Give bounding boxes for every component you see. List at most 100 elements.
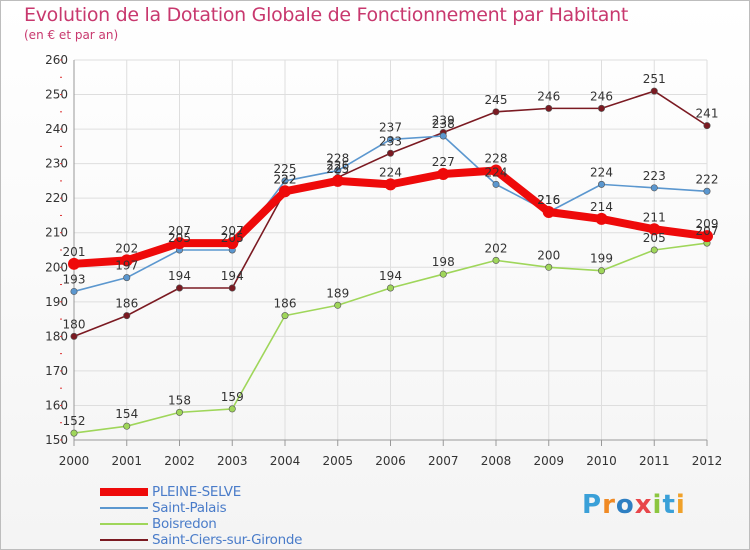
logo-letter: P [582, 490, 603, 520]
data-label-saint-palais: 197 [115, 259, 138, 273]
data-point-boisredon [176, 408, 184, 416]
y-tick-label: 210 [45, 226, 68, 240]
data-point-boisredon [650, 246, 658, 254]
data-label-pleine-selve: 225 [326, 162, 349, 176]
legend-label: Boisredon [152, 516, 217, 532]
legend-item-saint-ciers-sur-gironde: Saint-Ciers-sur-Gironde [100, 532, 302, 548]
data-label-boisredon: 198 [432, 255, 455, 269]
data-label-pleine-selve: 207 [221, 224, 244, 238]
data-label-boisredon: 189 [326, 286, 349, 300]
y-tick-label: 180 [45, 329, 68, 343]
data-label-saint-palais: 205 [221, 231, 244, 245]
y-tick-label: 240 [45, 122, 68, 136]
data-point-boisredon [492, 256, 500, 264]
data-label-saint-palais: 205 [168, 231, 191, 245]
y-tick-label: 220 [45, 191, 68, 205]
data-point-saint-ciers-sur-gironde [597, 104, 605, 112]
x-tick-label: 2002 [164, 454, 195, 468]
data-label-boisredon: 200 [537, 248, 560, 262]
data-point-saint-palais [70, 287, 78, 295]
logo-letter: t [662, 490, 676, 520]
data-point-pleine-selve [173, 237, 186, 250]
x-tick-label: 2011 [639, 454, 670, 468]
data-label-pleine-selve: 202 [115, 241, 138, 255]
data-label-pleine-selve: 211 [643, 210, 666, 224]
y-tick-label: 260 [45, 53, 68, 67]
data-point-saint-palais [492, 180, 500, 188]
x-tick-label: 2007 [428, 454, 459, 468]
data-point-saint-ciers-sur-gironde [386, 149, 394, 157]
logo-letter: i [675, 490, 686, 520]
data-label-saint-ciers-sur-gironde: 246 [537, 89, 560, 103]
data-point-boisredon [597, 267, 605, 275]
data-label-boisredon: 207 [696, 224, 719, 238]
data-point-saint-palais [703, 187, 711, 195]
data-label-boisredon: 159 [221, 390, 244, 404]
data-label-boisredon: 158 [168, 393, 191, 407]
data-label-saint-ciers-sur-gironde: 241 [696, 107, 719, 121]
data-point-pleine-selve [120, 254, 133, 267]
data-label-saint-palais: 193 [63, 272, 86, 286]
data-point-boisredon [386, 284, 394, 292]
y-tick-label: 230 [45, 157, 68, 171]
data-point-boisredon [281, 312, 289, 320]
data-label-saint-ciers-sur-gironde: 233 [379, 134, 402, 148]
x-tick-label: 2009 [533, 454, 564, 468]
data-point-saint-ciers-sur-gironde [123, 312, 131, 320]
x-tick-label: 2010 [586, 454, 617, 468]
legend-swatch [100, 488, 148, 496]
legend-swatch [100, 507, 148, 509]
chart-legend: PLEINE-SELVE Saint-Palais Boisredon Saint-C… [100, 484, 302, 548]
x-tick-label: 2000 [59, 454, 90, 468]
data-point-saint-palais [281, 177, 289, 185]
data-point-pleine-selve [384, 178, 397, 191]
data-point-pleine-selve [226, 237, 239, 250]
x-tick-label: 2003 [217, 454, 248, 468]
legend-item-pleine-selve: PLEINE-SELVE [100, 484, 302, 500]
data-point-pleine-selve [331, 174, 344, 187]
data-point-saint-palais [650, 184, 658, 192]
data-label-saint-ciers-sur-gironde: 245 [485, 93, 508, 107]
data-label-saint-palais: 238 [432, 117, 455, 131]
data-label-saint-palais: 224 [485, 165, 508, 179]
y-tick-label: 170 [45, 364, 68, 378]
data-label-saint-palais: 222 [696, 172, 719, 186]
proxiti-logo: Proxiti [582, 490, 686, 520]
data-point-pleine-selve [648, 223, 661, 236]
data-point-boisredon [70, 429, 78, 437]
data-label-saint-ciers-sur-gironde: 246 [590, 89, 613, 103]
data-label-saint-ciers-sur-gironde: 239 [432, 114, 455, 128]
data-point-boisredon [545, 263, 553, 271]
data-point-pleine-selve [437, 168, 450, 180]
data-label-boisredon: 194 [379, 269, 402, 283]
data-label-pleine-selve: 201 [63, 245, 86, 259]
data-point-saint-ciers-sur-gironde [492, 108, 500, 116]
data-point-saint-ciers-sur-gironde [545, 104, 553, 112]
data-label-pleine-selve: 224 [379, 165, 402, 179]
x-tick-label: 2004 [270, 454, 301, 468]
chart-title: Evolution de la Dotation Globale de Fonc… [24, 4, 629, 26]
data-label-boisredon: 202 [485, 241, 508, 255]
data-label-saint-ciers-sur-gironde: 194 [221, 269, 244, 283]
data-label-saint-palais: 216 [537, 193, 560, 207]
data-point-saint-palais [123, 274, 131, 282]
x-tick-label: 2001 [111, 454, 142, 468]
data-point-boisredon [334, 301, 342, 309]
logo-letter: x [634, 490, 653, 520]
data-label-pleine-selve: 227 [432, 155, 455, 169]
data-label-boisredon: 186 [274, 297, 297, 311]
chart-subtitle: (en € et par an) [24, 28, 119, 42]
data-label-saint-ciers-sur-gironde: 222 [274, 172, 297, 186]
legend-label: PLEINE-SELVE [152, 484, 241, 500]
y-tick-label: 160 [45, 398, 68, 412]
data-point-saint-ciers-sur-gironde [176, 284, 184, 292]
data-point-pleine-selve [490, 164, 502, 177]
legend-label: Saint-Ciers-sur-Gironde [152, 532, 303, 548]
x-tick-label: 2005 [322, 454, 353, 468]
data-label-saint-ciers-sur-gironde: 186 [115, 297, 138, 311]
data-label-saint-ciers-sur-gironde: 180 [63, 317, 86, 331]
data-point-saint-palais [334, 167, 342, 175]
x-tick-label: 2012 [692, 454, 723, 468]
data-label-saint-palais: 223 [643, 169, 666, 183]
